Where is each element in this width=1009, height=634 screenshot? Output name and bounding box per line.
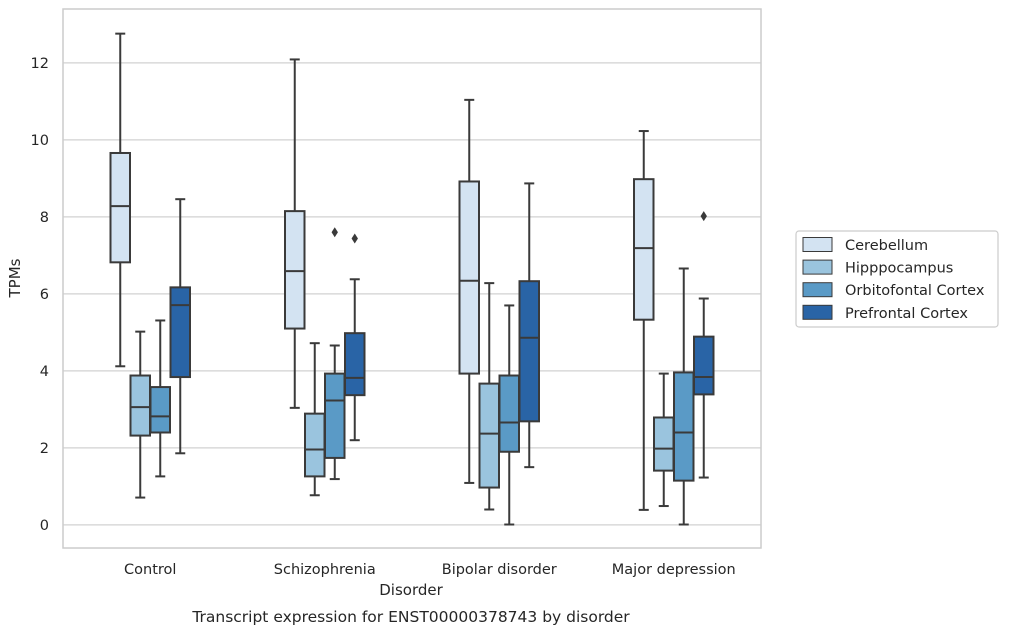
legend-label: Orbitofontal Cortex	[845, 283, 985, 299]
box-iqr	[149, 386, 171, 434]
box-iqr	[344, 332, 366, 397]
box-iqr	[633, 178, 655, 321]
y-tick-label: 4	[40, 364, 49, 380]
box-iqr	[498, 374, 520, 453]
box-iqr	[673, 371, 695, 482]
legend-label: Cerebellum	[845, 238, 928, 254]
box-orbitofontal-cortex-2	[498, 304, 520, 526]
legend-label: Hipppocampus	[845, 261, 953, 277]
y-tick-label: 8	[40, 210, 49, 226]
outlier-point	[700, 211, 707, 222]
box-hipppocampus-1	[304, 342, 326, 497]
legend-swatch	[802, 282, 833, 298]
box-orbitofontal-cortex-0	[149, 319, 171, 478]
box-orbitofontal-cortex-1	[324, 227, 346, 481]
legend-item: Orbitofontal Cortex	[802, 282, 985, 299]
box-prefrontal-cortex-1	[344, 233, 366, 442]
box-iqr	[129, 374, 151, 437]
legend: Cerebellum Hipppocampus Orbitofontal Corte…	[795, 230, 999, 328]
box-prefrontal-cortex-3	[693, 211, 715, 479]
outlier-point	[331, 227, 338, 238]
box-orbitofontal-cortex-3	[673, 267, 695, 526]
axes: 0 2 4 6 8 10 12 Control Schizophrenia Bipolar dis…	[31, 8, 762, 578]
legend-swatch	[802, 259, 833, 275]
box-iqr	[284, 210, 306, 330]
plot-frame	[62, 8, 762, 549]
legend-swatch	[802, 304, 833, 320]
legend-item: Cerebellum	[802, 237, 928, 254]
box-hipppocampus-2	[478, 282, 500, 511]
legend-swatch	[802, 237, 833, 252]
box-cerebellum-3	[633, 130, 655, 511]
x-tick-label: Major depression	[612, 562, 736, 578]
box-plot-series	[109, 32, 715, 526]
y-axis-label: TPMs	[6, 258, 24, 298]
box-cerebellum-0	[109, 32, 131, 368]
y-tick-label: 0	[40, 518, 49, 534]
x-tick-label: Schizophrenia	[274, 562, 376, 578]
box-iqr	[458, 180, 480, 375]
x-tick-label: Bipolar disorder	[442, 562, 557, 578]
y-tick-label: 2	[40, 441, 49, 457]
outlier-point	[351, 233, 358, 244]
box-cerebellum-2	[458, 98, 480, 484]
box-iqr	[518, 280, 540, 423]
box-iqr	[304, 412, 326, 478]
box-iqr	[653, 416, 675, 472]
box-iqr	[109, 151, 131, 264]
y-tick-label: 6	[40, 287, 49, 303]
box-hipppocampus-0	[129, 330, 151, 499]
legend-item: Prefrontal Cortex	[802, 304, 968, 322]
x-axis-label: Disorder	[379, 581, 443, 599]
box-iqr	[169, 286, 191, 379]
y-tick-label: 12	[31, 56, 49, 72]
legend-frame	[795, 230, 999, 328]
box-prefrontal-cortex-2	[518, 182, 540, 469]
box-prefrontal-cortex-0	[169, 198, 191, 455]
chart-caption: Transcript expression for ENST0000037874…	[191, 608, 630, 626]
box-iqr	[324, 372, 346, 459]
box-iqr	[478, 382, 500, 489]
box-cerebellum-1	[284, 58, 306, 409]
legend-item: Hipppocampus	[802, 259, 953, 277]
box-hipppocampus-3	[653, 372, 675, 508]
y-tick-label: 10	[31, 133, 49, 149]
legend-label: Prefrontal Cortex	[845, 306, 968, 322]
box-iqr	[693, 335, 715, 396]
x-tick-label: Control	[124, 562, 176, 578]
